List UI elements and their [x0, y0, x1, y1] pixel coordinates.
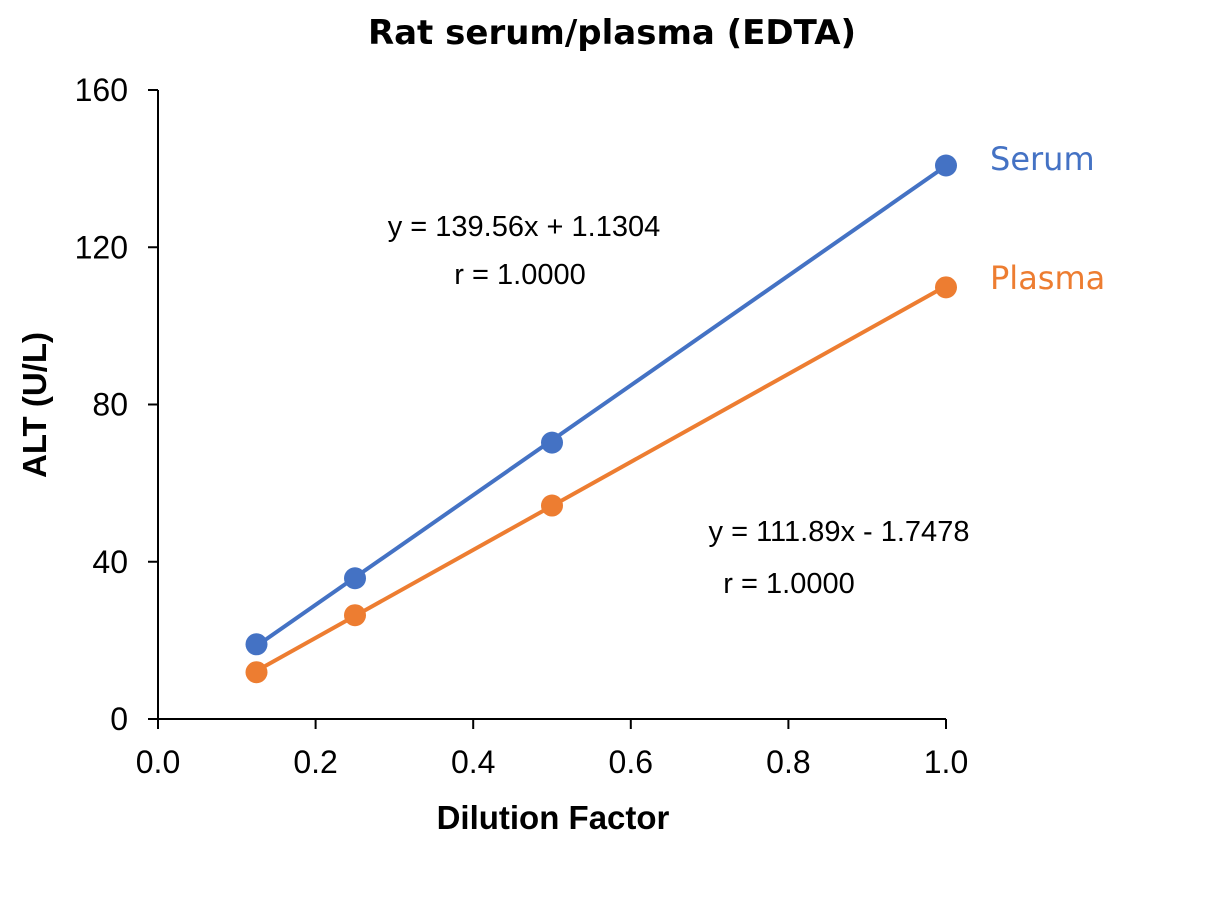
plasma-r-value: r = 1.0000 [723, 568, 854, 600]
serum-trendline [255, 164, 948, 648]
y-axis-title: ALT (U/L) [16, 332, 53, 478]
plot-area: 0 40 80 120 160 0.0 0.2 0.4 0.6 0.8 1.0 [75, 72, 969, 780]
y-tick-label: 0 [110, 701, 128, 737]
x-tick-label: 0.8 [766, 744, 810, 780]
chart-title: Rat serum/plasma (EDTA) [368, 13, 856, 53]
serum-point [344, 567, 366, 590]
plasma-series-label: Plasma [990, 259, 1105, 297]
plasma-point [935, 276, 957, 299]
serum-point [541, 431, 563, 454]
serum-point [935, 154, 957, 177]
plasma-point [541, 494, 563, 517]
y-tick-label: 120 [75, 229, 128, 265]
plasma-equation: y = 111.89x - 1.7478 [709, 516, 970, 548]
y-tick-label: 160 [75, 72, 128, 108]
x-axis-title: Dilution Factor [437, 799, 670, 836]
serum-point [245, 633, 268, 656]
plasma-point [245, 661, 268, 684]
serum-equation: y = 139.56x + 1.1304 [388, 211, 661, 243]
serum-r-value: r = 1.0000 [454, 259, 585, 291]
x-tick-label: 0.0 [136, 744, 180, 780]
x-tick-label: 0.4 [451, 744, 495, 780]
plasma-point [344, 604, 366, 627]
plasma-trendline [255, 284, 947, 673]
y-tick-label: 80 [92, 387, 128, 423]
x-tick-label: 0.6 [609, 744, 653, 780]
y-tick-label: 40 [92, 544, 128, 580]
x-tick-label: 0.2 [293, 744, 337, 780]
x-tick-label: 1.0 [924, 744, 968, 780]
serum-series-label: Serum [990, 140, 1095, 178]
